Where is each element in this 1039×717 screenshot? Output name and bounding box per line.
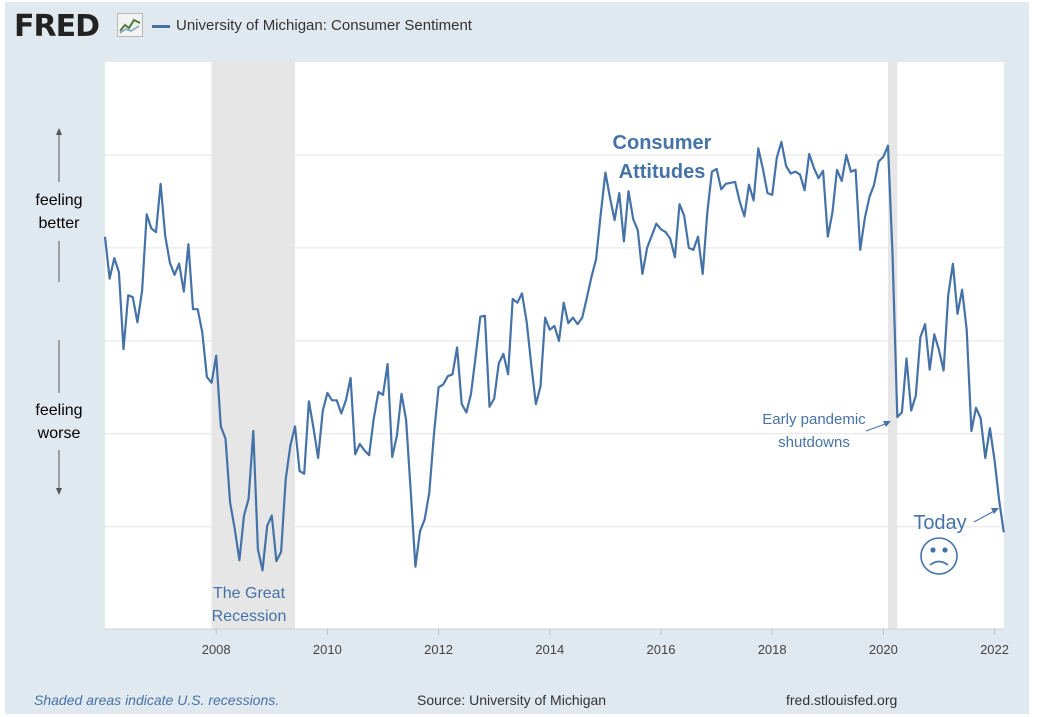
x-tick-label: 2012 (424, 642, 453, 657)
x-tick-label: 2018 (758, 642, 787, 657)
better-label: feeling better (14, 189, 104, 235)
recession-label-line1: The Great (213, 585, 286, 602)
today-pointer (973, 509, 997, 523)
series-line (103, 140, 1005, 572)
attitudes-label-line2: Attitudes (619, 161, 706, 183)
x-tick-label: 2020 (869, 642, 898, 657)
down-arrow-icon (56, 488, 62, 495)
source-url[interactable]: fred.stlouisfed.org (786, 692, 898, 708)
source-label: Source: University of Michigan (417, 692, 607, 708)
x-tick-label: 2008 (202, 642, 231, 657)
up-arrow-icon (56, 128, 62, 135)
pandemic-label-line1: Early pandemic (762, 411, 866, 428)
pandemic-arrow-icon (883, 421, 891, 427)
x-tick-label: 2014 (535, 642, 564, 657)
recession-band (211, 62, 295, 629)
attitudes-label-line1: Consumer (613, 132, 712, 154)
annotation-arrows (56, 128, 999, 523)
worse-label: feeling worse (14, 399, 104, 445)
pandemic-pointer (865, 422, 889, 432)
pandemic-label-line2: shutdowns (778, 434, 850, 451)
x-tick-label: 2010 (313, 642, 342, 657)
today-arrow-icon (991, 508, 999, 514)
legend-series-title[interactable]: University of Michigan: Consumer Sentime… (176, 17, 472, 34)
sad-face-icon (920, 537, 958, 575)
worse-label-line2: worse (37, 425, 81, 442)
today-label: Today (913, 512, 966, 534)
gridlines (105, 154, 1004, 630)
better-label-line2: better (38, 215, 80, 232)
x-tick-label: 2022 (980, 642, 1009, 657)
recession-label-line2: Recession (212, 608, 287, 625)
recession-shading (211, 62, 898, 629)
recession-band (887, 62, 898, 629)
annotation-labels: Consumer Attitudes The Great Recession E… (212, 132, 967, 625)
worse-label-line1: feeling (35, 402, 83, 419)
line-graph-icon (117, 13, 143, 37)
series-layer (103, 140, 1005, 572)
better-label-line1: feeling (35, 192, 83, 209)
fred-logo[interactable]: FRED (14, 9, 100, 44)
recession-note: Shaded areas indicate U.S. recessions. (34, 692, 280, 708)
legend-swatch (152, 25, 170, 28)
x-axis: 2008 2010 2012 2014 2016 2018 2020 2022 (202, 629, 1009, 657)
x-tick-label: 2016 (647, 642, 676, 657)
